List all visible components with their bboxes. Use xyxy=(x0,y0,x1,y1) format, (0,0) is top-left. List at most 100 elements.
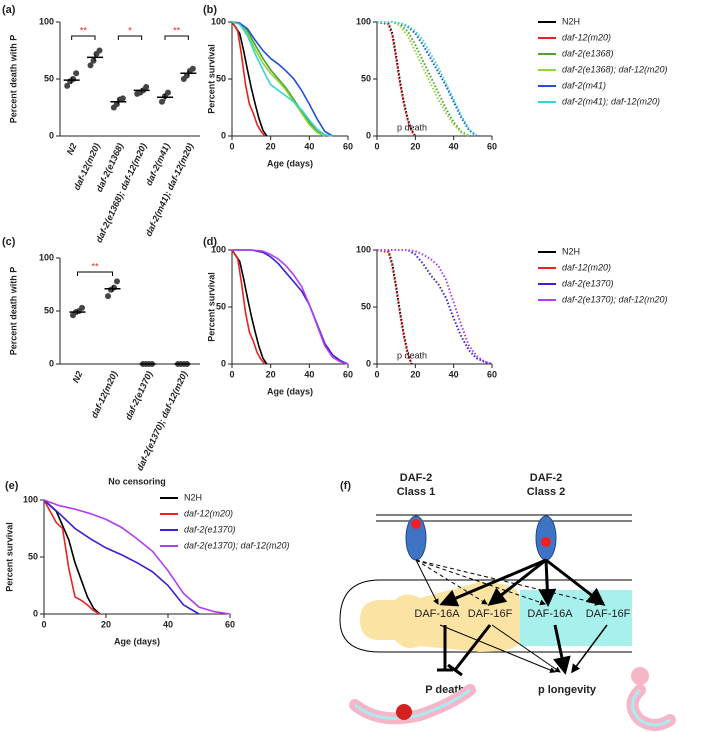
data-point xyxy=(189,65,196,72)
significance-bracket xyxy=(117,35,143,40)
x-tick-label: 20 xyxy=(266,141,276,151)
survival-line xyxy=(377,249,493,365)
worm-gut xyxy=(354,688,471,720)
y-tick-label: 100 xyxy=(39,252,54,262)
x-tick-label: 60 xyxy=(487,369,497,379)
data-point xyxy=(87,62,94,69)
survival-line xyxy=(231,21,268,137)
legend-label: daf-2(m41) xyxy=(562,80,606,90)
data-point xyxy=(90,57,97,64)
y-tick-label: 0 xyxy=(49,358,54,368)
x-tick-label: 40 xyxy=(163,619,173,629)
cell-outline xyxy=(339,579,632,653)
significance-bracket xyxy=(77,271,113,276)
x-tick-label: N2 xyxy=(71,370,85,385)
survival-line xyxy=(377,249,493,365)
data-point xyxy=(105,293,111,300)
x-tick-label: 40 xyxy=(449,369,459,379)
survival-line xyxy=(231,21,326,137)
survival-line xyxy=(377,21,470,137)
x-tick-label: 60 xyxy=(487,141,497,151)
ligand xyxy=(411,519,421,529)
data-point xyxy=(165,89,171,96)
data-point xyxy=(96,47,103,54)
node: DAF-16F xyxy=(586,608,631,620)
y-tick-label: 0 xyxy=(366,130,371,140)
worm-gut xyxy=(631,688,671,727)
data-point xyxy=(143,83,150,90)
x-tick-label: 0 xyxy=(229,369,234,379)
legend-label: daf-2(e1370) xyxy=(184,524,236,534)
x-tick-label: 40 xyxy=(304,369,314,379)
y-tick-label: 0 xyxy=(33,608,38,618)
annotation: p death xyxy=(397,350,427,360)
diagram: (f) DAF-2 Class 1 DAF-2 Class 2 xyxy=(339,472,676,731)
significance-label: * xyxy=(128,25,132,35)
survival-line xyxy=(376,21,417,137)
survival-line xyxy=(377,21,478,137)
survival-line xyxy=(232,249,349,365)
survival-line xyxy=(231,21,266,137)
y-tick-label: 50 xyxy=(216,301,226,311)
survival-line xyxy=(376,21,417,137)
y-tick-label: 50 xyxy=(44,73,54,83)
x-tick-label: 20 xyxy=(410,141,420,151)
panel-label: (e) xyxy=(5,480,19,492)
x-tick-label: 40 xyxy=(449,141,459,151)
y-tick-label: 100 xyxy=(356,16,371,26)
y-tick-label: 100 xyxy=(356,244,371,254)
legend-label: daf-2(e1370); daf-12(m20) xyxy=(184,540,290,550)
legend-label: daf-12(m20) xyxy=(562,32,611,42)
x-tick-label: daf-2(e1370) xyxy=(123,370,154,422)
y-tick-label: 50 xyxy=(216,73,226,83)
x-tick-label: 60 xyxy=(225,619,235,629)
y-tick-label: 100 xyxy=(211,244,226,254)
survival-line xyxy=(377,21,478,137)
panel-label: (f) xyxy=(340,480,351,492)
y-axis-label: Percent survival xyxy=(206,44,216,114)
matricide xyxy=(396,704,412,720)
x-tick-label: 0 xyxy=(374,369,379,379)
survival-line xyxy=(376,249,413,365)
y-tick-label: 0 xyxy=(366,358,371,368)
x-axis-label: Age (days) xyxy=(267,386,313,396)
x-tick-label: 20 xyxy=(266,369,276,379)
receptor-class: Class 2 xyxy=(527,486,566,498)
significance-bracket xyxy=(71,35,96,40)
y-tick-label: 0 xyxy=(221,358,226,368)
panel-label: (b) xyxy=(203,4,217,16)
y-axis-label: Percent death with P xyxy=(8,267,18,356)
y-tick-label: 50 xyxy=(28,551,38,561)
receptor-class: Class 1 xyxy=(397,486,436,498)
x-tick-label: 20 xyxy=(101,619,111,629)
survival-line xyxy=(43,499,101,615)
chart-title: No censoring xyxy=(108,476,166,486)
y-tick-label: 100 xyxy=(39,16,54,26)
y-tick-label: 100 xyxy=(211,16,226,26)
survival-line xyxy=(231,249,268,365)
significance-bracket xyxy=(164,35,189,40)
node: DAF-16A xyxy=(527,608,573,620)
survival-line xyxy=(232,249,349,365)
x-tick-label: 60 xyxy=(343,141,353,151)
significance-label: ** xyxy=(173,25,181,35)
annotation: p death xyxy=(397,122,427,132)
survival-line xyxy=(43,499,200,615)
y-tick-label: 50 xyxy=(361,73,371,83)
significance-label: ** xyxy=(91,261,99,271)
receptor-name: DAF-2 xyxy=(530,472,562,484)
x-tick-label: 40 xyxy=(304,141,314,151)
survival-line xyxy=(231,21,333,137)
outcome: p longevity xyxy=(538,684,597,696)
survival-line xyxy=(231,249,266,365)
legend-label: daf-12(m20) xyxy=(562,262,611,272)
panel-label: (d) xyxy=(203,236,217,248)
x-axis-label: Age (days) xyxy=(114,636,160,646)
survival-line xyxy=(231,21,333,137)
worm-head xyxy=(631,667,649,685)
region-yellow xyxy=(360,582,520,652)
panel-label: (a) xyxy=(2,4,16,16)
data-point xyxy=(114,278,120,285)
legend-label: daf-2(m41); daf-12(m20) xyxy=(562,96,660,106)
